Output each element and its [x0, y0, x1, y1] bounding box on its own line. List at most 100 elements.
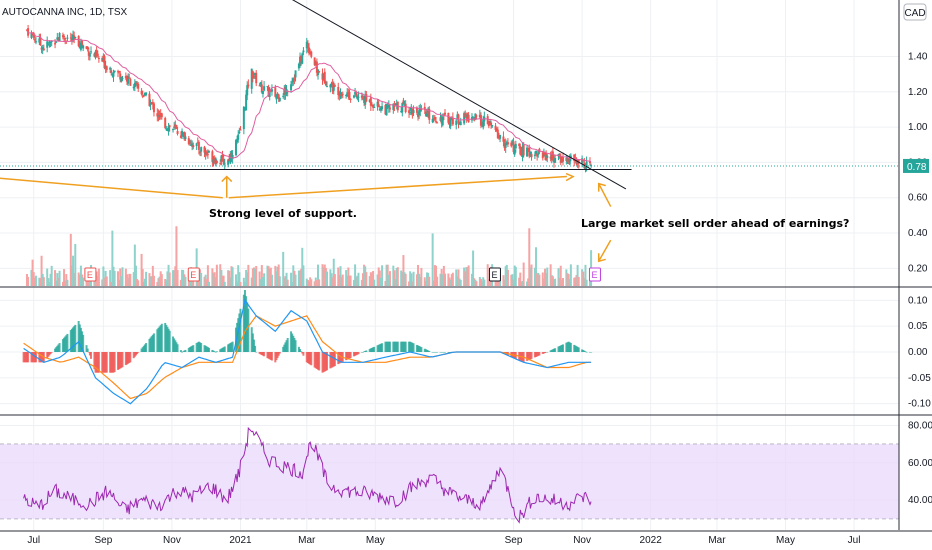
macd-histogram-bar: [377, 344, 380, 352]
macd-histogram-bar: [583, 350, 586, 352]
macd-histogram-bar: [41, 352, 44, 363]
candle-body: [392, 103, 395, 110]
candle-body: [459, 121, 462, 126]
volume-bars: [25, 226, 593, 286]
rsi-band: [0, 444, 899, 519]
candle-body: [518, 143, 521, 146]
arrow-sell-down: [597, 239, 612, 263]
volume-bar: [529, 267, 532, 286]
macd-histogram-bar: [431, 352, 434, 353]
candle-body: [444, 112, 447, 115]
macd-histogram-bar: [187, 347, 190, 352]
candle-body: [482, 119, 485, 128]
candle-body: [340, 94, 343, 96]
macd-histogram-bar: [267, 352, 270, 359]
macd-histogram-bar: [315, 352, 318, 369]
candle-body: [191, 143, 194, 147]
volume-bar: [227, 270, 230, 286]
macd-histogram-bar: [347, 352, 350, 360]
macd-histogram-bar: [574, 345, 577, 352]
currency-badge[interactable]: CAD: [903, 3, 927, 21]
candle-body: [150, 102, 153, 104]
candle-body: [428, 108, 431, 120]
candle-body: [495, 128, 498, 132]
candle-body: [456, 114, 459, 119]
candle-body: [47, 43, 50, 45]
volume-bar: [158, 276, 161, 286]
macd-histogram-bar: [418, 346, 421, 352]
volume-bar: [483, 279, 486, 286]
volume-bar: [409, 271, 412, 286]
volume-bar: [219, 264, 222, 286]
macd-histogram-bar: [38, 352, 41, 363]
volume-bar: [119, 268, 122, 286]
candle-body: [297, 63, 300, 69]
candle-body: [306, 43, 309, 49]
downtrend-line: [292, 0, 627, 190]
macd-histogram-bar: [96, 352, 99, 373]
volume-bar: [432, 280, 435, 286]
macd-histogram-bar: [191, 345, 194, 352]
candle-body: [128, 77, 131, 79]
volume-bar: [527, 278, 530, 286]
macd-histogram-bar: [258, 352, 261, 354]
volume-bar: [40, 255, 43, 286]
candle-body: [112, 74, 115, 77]
macd-axis-tick: 0.00: [908, 347, 928, 358]
candle-body: [439, 117, 442, 121]
candle-body: [73, 35, 76, 39]
volume-bar: [418, 273, 421, 286]
candle-body: [78, 43, 81, 49]
candle-body: [458, 123, 461, 125]
volume-bar: [30, 269, 33, 286]
macd-histogram-bar: [119, 352, 122, 369]
volume-bar: [313, 281, 316, 286]
candle-body: [526, 147, 529, 157]
volume-bar: [510, 274, 513, 286]
volume-bar: [242, 277, 245, 286]
arrow-support-up: [221, 175, 233, 198]
candle-body: [310, 51, 313, 57]
earnings-marker: [84, 267, 97, 282]
candle-body: [409, 112, 412, 114]
volume-bar: [585, 279, 588, 286]
macd-histogram-bar: [369, 348, 372, 352]
macd-histogram-bar: [590, 352, 593, 353]
volume-bar: [310, 279, 313, 286]
macd-histogram-bar: [585, 352, 588, 353]
macd-histogram-bar: [302, 352, 305, 356]
candle-body: [96, 53, 99, 57]
candle-body: [30, 33, 33, 38]
volume-bar: [503, 279, 506, 286]
candle-body: [520, 152, 523, 156]
volume-bar: [357, 272, 360, 286]
candle-body: [164, 117, 167, 128]
candle-body: [576, 160, 579, 165]
volume-bar: [205, 278, 208, 286]
macd-histogram-bar: [308, 352, 311, 364]
macd-histogram-bar: [542, 352, 545, 354]
volume-bar: [519, 272, 522, 286]
macd-histogram-bar: [379, 343, 382, 352]
candle-body: [560, 158, 563, 163]
candle-body: [196, 142, 199, 144]
macd-histogram-bar: [25, 352, 28, 363]
macd-histogram-bar: [182, 351, 185, 352]
volume-bar: [258, 271, 261, 286]
macd-histogram-bar: [526, 352, 529, 361]
candle-body: [211, 151, 214, 162]
volume-bar: [74, 243, 77, 286]
candle-body: [251, 71, 254, 79]
macd-histogram-bar: [577, 347, 580, 352]
volume-bar: [77, 272, 80, 286]
volume-bar: [472, 250, 475, 286]
candle-body: [293, 78, 296, 80]
volume-bar: [266, 265, 269, 286]
candle-body: [433, 117, 436, 120]
candle-body: [490, 122, 493, 126]
candle-body: [402, 100, 405, 104]
price-candles: [25, 24, 593, 173]
macd-histogram-bar: [33, 352, 36, 363]
volume-bar: [558, 277, 561, 286]
volume-bar: [568, 279, 571, 286]
